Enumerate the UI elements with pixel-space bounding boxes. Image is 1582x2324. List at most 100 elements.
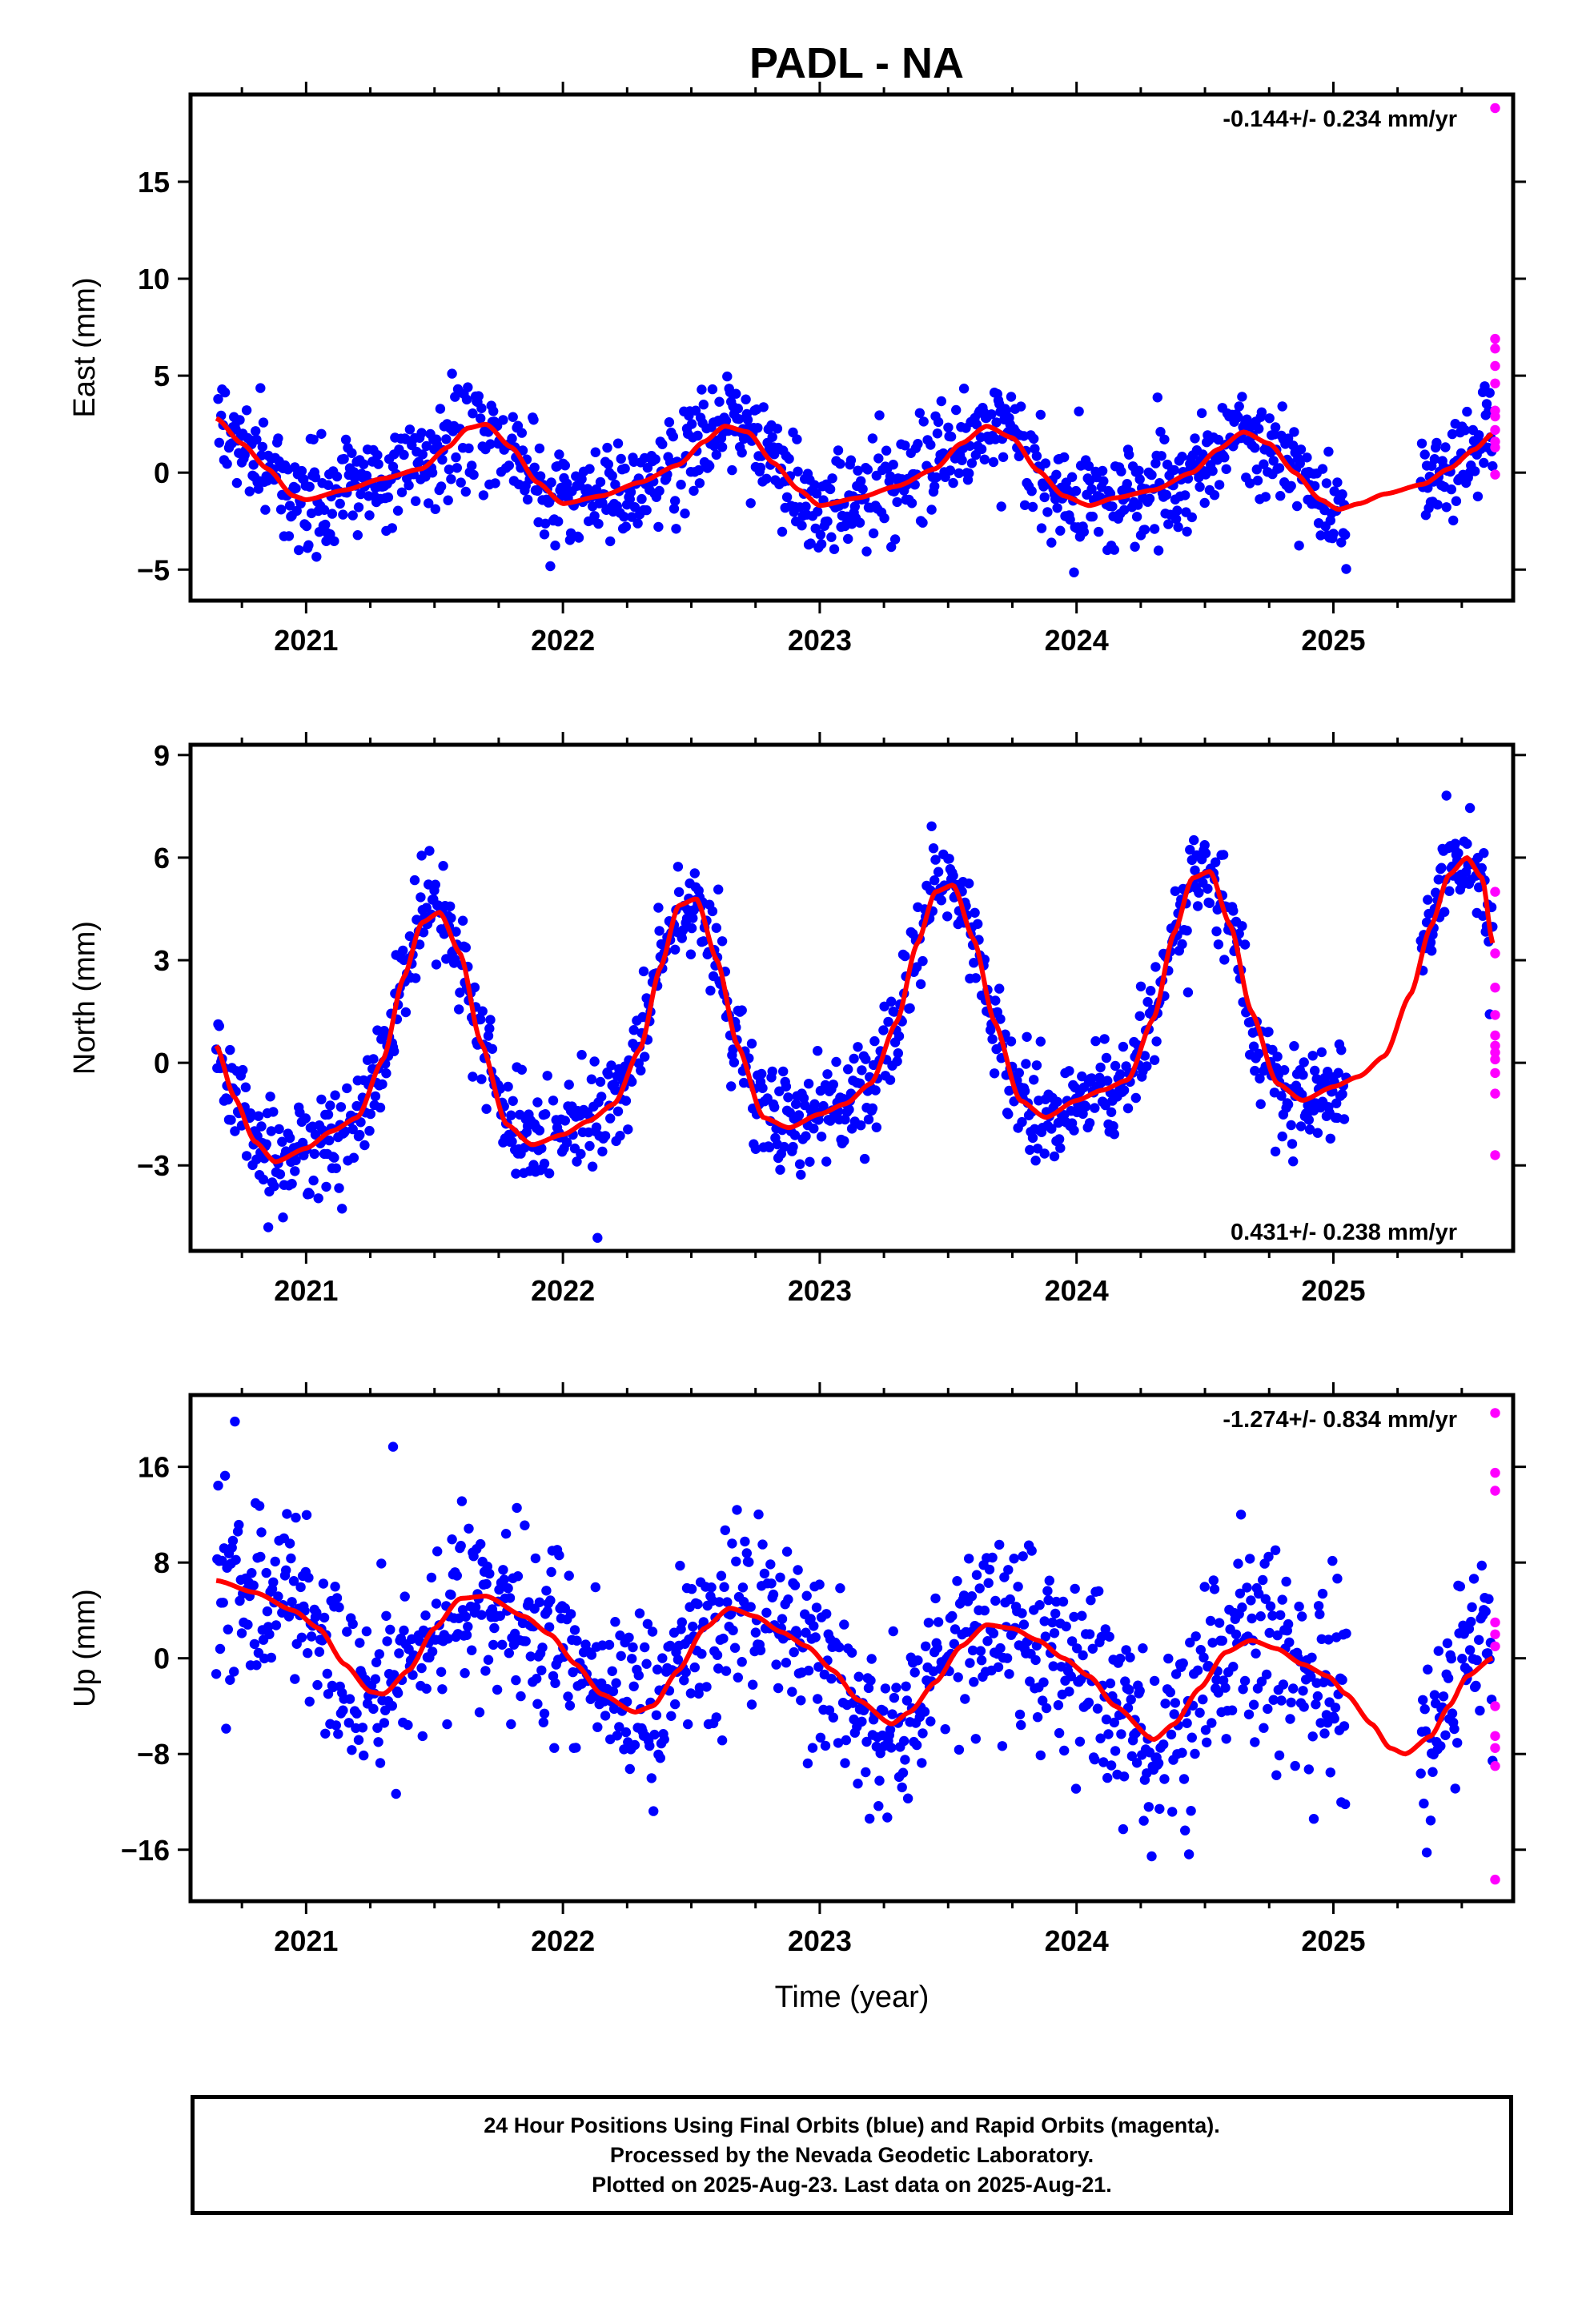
final-orbit-point [777, 526, 788, 537]
footer-line-1: 24 Hour Positions Using Final Orbits (bl… [484, 2113, 1220, 2137]
final-orbit-point [921, 1641, 931, 1651]
final-orbit-point [668, 431, 678, 442]
x-tick-label: 2022 [531, 1924, 595, 1957]
final-orbit-point [364, 510, 375, 521]
final-orbit-point [560, 460, 570, 471]
final-orbit-point [230, 1416, 240, 1427]
final-orbit-point [364, 1125, 375, 1136]
final-orbit-point [755, 1645, 766, 1655]
y-tick-label: 10 [138, 263, 170, 296]
final-orbit-point [1118, 505, 1130, 515]
final-orbit-point [1170, 1698, 1181, 1708]
final-orbit-point [1248, 1041, 1259, 1051]
final-orbit-point [1153, 545, 1164, 556]
final-orbit-point [1315, 1718, 1326, 1728]
final-orbit-point [840, 1114, 850, 1125]
final-orbit-point [1053, 1700, 1064, 1711]
final-orbit-point [932, 1642, 943, 1653]
final-orbit-point [822, 516, 833, 527]
final-orbit-point [1109, 545, 1120, 555]
final-orbit-point [1186, 512, 1198, 523]
final-orbit-point [773, 1683, 784, 1694]
final-orbit-point [524, 1597, 534, 1607]
final-orbit-point [902, 1793, 913, 1803]
final-orbit-point [343, 1718, 354, 1728]
rapid-orbit-point [1490, 360, 1500, 372]
final-orbit-point [456, 1496, 468, 1506]
final-orbit-point [966, 1591, 978, 1602]
final-orbit-point [868, 528, 879, 539]
final-orbit-point [748, 1679, 758, 1690]
final-orbit-point [236, 1628, 247, 1638]
final-orbit-point [1276, 1091, 1287, 1101]
final-orbit-point [1017, 1608, 1027, 1618]
final-orbit-point [1108, 1121, 1118, 1132]
final-orbit-point [308, 1175, 319, 1186]
final-orbit-point [1018, 1551, 1028, 1562]
final-orbit-point [1077, 1610, 1087, 1621]
final-orbit-point [1069, 1611, 1079, 1622]
final-orbit-point [1029, 433, 1039, 444]
final-orbit-point [1078, 526, 1090, 537]
final-orbit-point [614, 1722, 624, 1732]
final-orbit-point [1165, 1687, 1176, 1698]
final-orbit-point [665, 1640, 676, 1651]
final-orbit-point [612, 1106, 624, 1117]
final-orbit-point [928, 843, 939, 854]
y-tick-label: 0 [154, 1642, 170, 1675]
final-orbit-point [805, 1156, 815, 1168]
final-orbit-point [234, 1519, 244, 1530]
final-orbit-point [1040, 1631, 1051, 1642]
final-orbit-point [1066, 1636, 1078, 1647]
final-orbit-point [640, 1051, 650, 1062]
final-orbit-point [1472, 1655, 1482, 1666]
final-orbit-point [275, 1169, 286, 1180]
final-orbit-point [539, 529, 550, 540]
final-orbit-point [426, 1572, 437, 1583]
final-orbit-point [1263, 1551, 1274, 1562]
final-orbit-point [680, 509, 690, 519]
final-orbit-point [266, 1126, 276, 1136]
final-orbit-point [1169, 1709, 1179, 1719]
final-orbit-point [1436, 862, 1447, 873]
final-orbit-point [1321, 478, 1332, 489]
final-orbit-point [387, 1700, 397, 1711]
final-orbit-point [865, 1813, 875, 1824]
final-orbit-point [1259, 459, 1269, 469]
final-orbit-point [1050, 1608, 1061, 1619]
final-orbit-point [733, 1672, 743, 1683]
final-orbit-point [568, 1667, 578, 1678]
rapid-orbit-point [1490, 442, 1500, 452]
final-orbit-point [308, 434, 319, 444]
final-orbit-point [473, 391, 484, 401]
final-orbit-point [320, 519, 331, 530]
final-orbit-point [271, 1620, 282, 1630]
final-orbit-point [488, 406, 499, 416]
final-orbit-point [1122, 1103, 1134, 1114]
final-orbit-point [296, 465, 307, 476]
final-orbit-point [647, 1626, 658, 1637]
final-orbit-point [1444, 886, 1455, 896]
final-orbit-point [1329, 1713, 1339, 1724]
final-orbit-point [612, 1731, 622, 1741]
final-orbit-point [324, 1135, 335, 1146]
y-tick-label: 5 [154, 360, 170, 392]
final-orbit-point [1090, 1035, 1101, 1047]
final-orbit-point [1105, 1678, 1116, 1689]
final-orbit-point [247, 1568, 257, 1578]
final-orbit-point [685, 1688, 697, 1699]
final-orbit-point [1186, 1806, 1196, 1816]
final-orbit-point [456, 1541, 466, 1551]
final-orbit-point [222, 459, 232, 469]
final-orbit-point [416, 850, 427, 861]
final-orbit-point [1177, 1747, 1187, 1758]
final-orbit-point [865, 1675, 876, 1686]
x-tick-label: 2024 [1045, 624, 1109, 657]
final-orbit-point [1272, 1051, 1283, 1062]
final-orbit-point [1182, 1718, 1192, 1728]
final-orbit-point [1144, 493, 1155, 504]
final-orbit-point [693, 464, 704, 476]
final-orbit-point [826, 532, 837, 542]
final-orbit-point [586, 1074, 597, 1084]
x-tick-label: 2024 [1045, 1274, 1109, 1307]
